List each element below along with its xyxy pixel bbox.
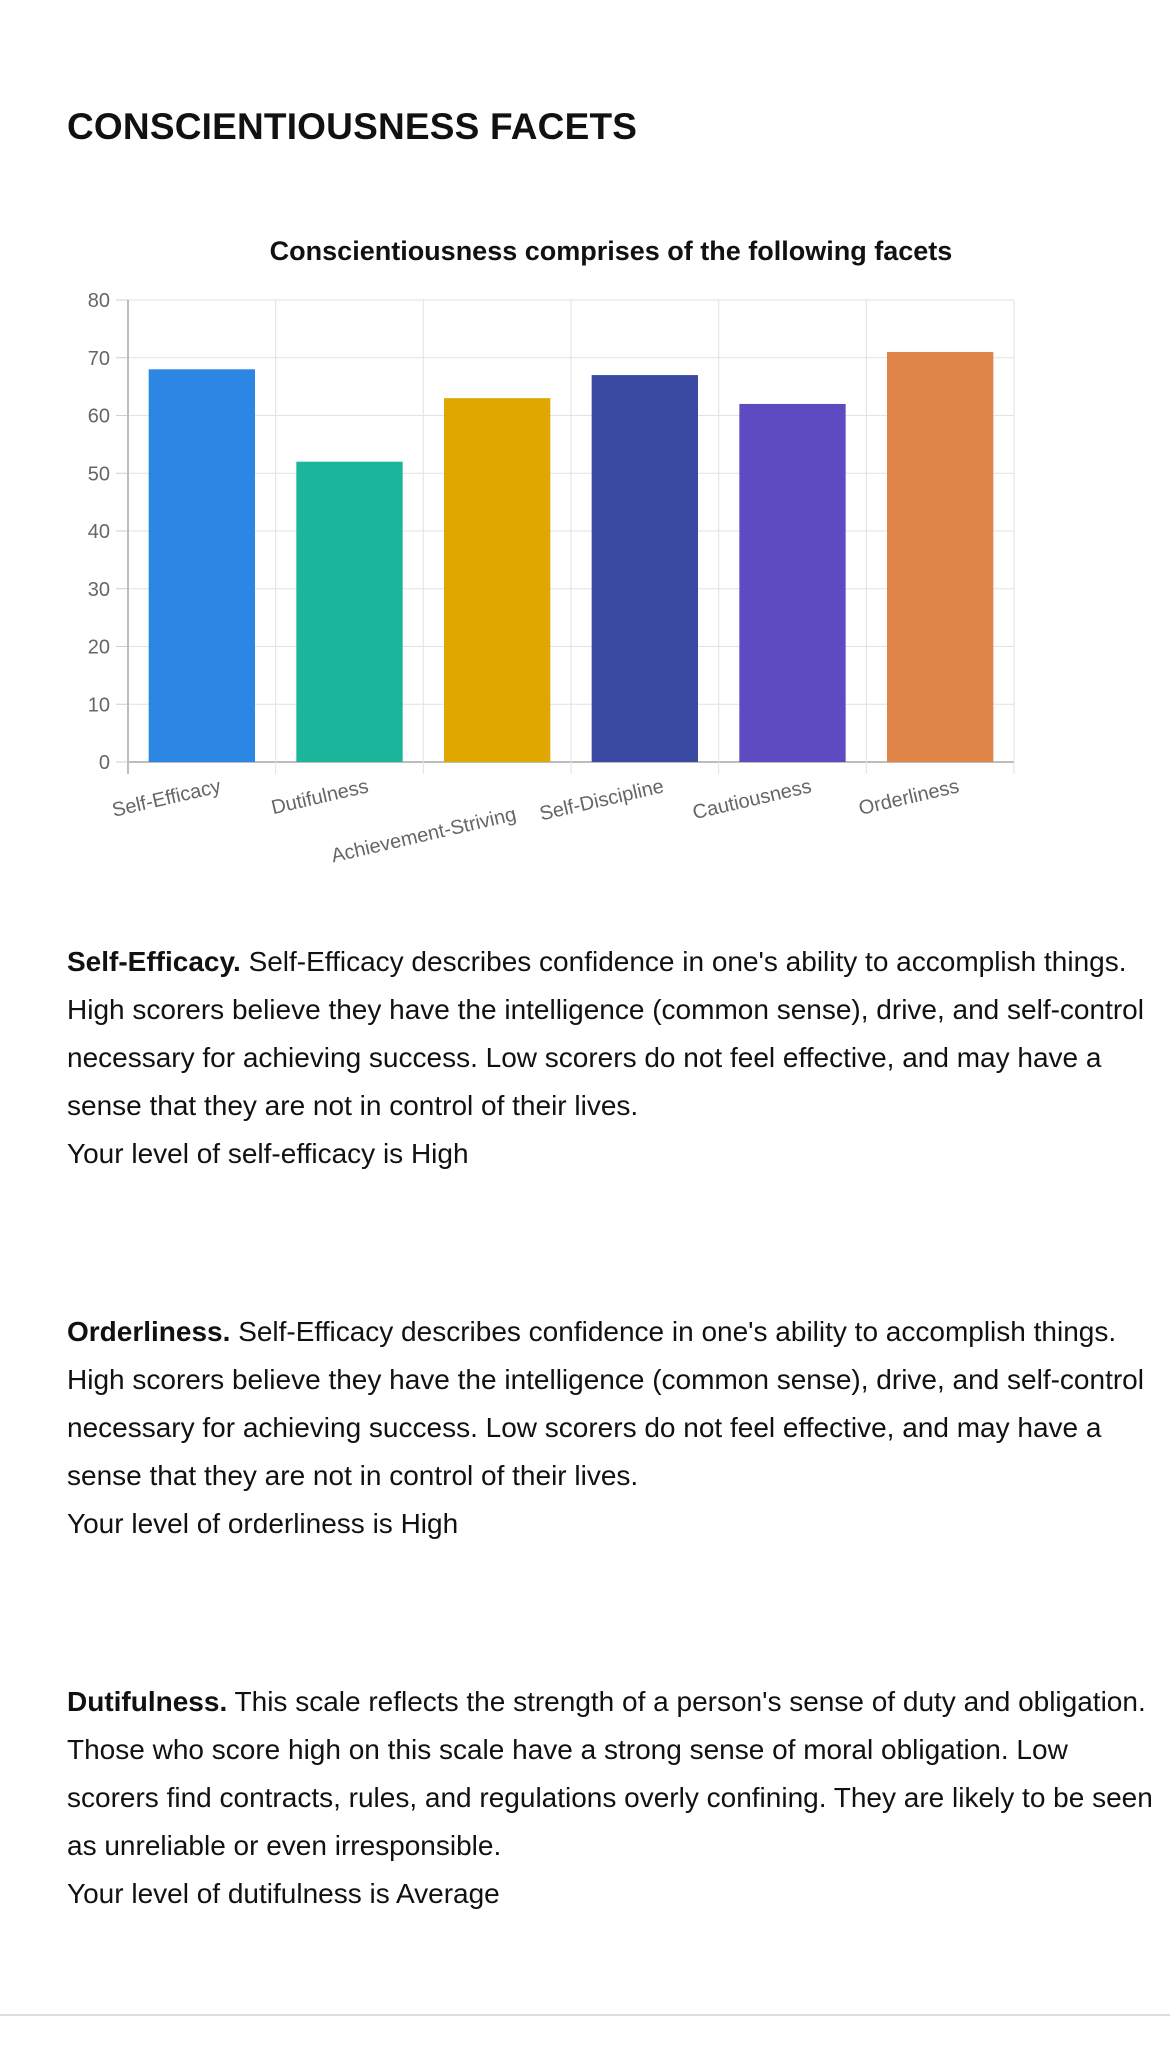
facets-bar-chart: Conscientiousness comprises of the follo… [0, 220, 1170, 880]
y-tick-label: 70 [88, 348, 110, 370]
facet-dutifulness: Dutifulness. This scale reflects the str… [67, 1678, 1157, 1918]
x-tick-label: Self-Efficacy [110, 775, 223, 821]
bar-achievement-striving [444, 398, 551, 762]
facet-description: Self-Efficacy describes confidence in on… [67, 1316, 1144, 1491]
facet-name: Dutifulness. [67, 1686, 228, 1717]
y-tick-label: 30 [88, 579, 110, 601]
facet-name: Self-Efficacy. [67, 946, 241, 977]
y-tick-label: 40 [88, 521, 110, 543]
facet-description: This scale reflects the strength of a pe… [67, 1686, 1153, 1861]
facet-description: Self-Efficacy describes confidence in on… [67, 946, 1144, 1121]
bar-cautiousness [739, 403, 846, 762]
chart-svg: Conscientiousness comprises of the follo… [88, 236, 1015, 867]
y-tick-label: 20 [88, 637, 110, 659]
page-title: CONSCIENTIOUSNESS FACETS [67, 106, 638, 147]
chart-title: Conscientiousness comprises of the follo… [270, 236, 953, 266]
x-tick-label: Dutifulness [269, 775, 370, 819]
y-tick-label: 80 [88, 290, 110, 312]
facet-self-efficacy: Self-Efficacy. Self-Efficacy describes c… [67, 938, 1157, 1178]
x-tick-label: Orderliness [857, 775, 962, 819]
bar-orderliness [887, 351, 994, 762]
facet-level: Your level of orderliness is High [67, 1508, 459, 1539]
facet-level: Your level of self-efficacy is High [67, 1138, 469, 1169]
y-tick-label: 10 [88, 694, 110, 716]
facet-name: Orderliness. [67, 1316, 231, 1347]
bar-self-discipline [591, 375, 698, 762]
y-tick-label: 50 [88, 463, 110, 485]
bar-dutifulness [296, 461, 403, 762]
x-tick-label: Cautiousness [691, 775, 814, 824]
facet-descriptions: Self-Efficacy. Self-Efficacy describes c… [67, 938, 1157, 2048]
y-tick-label: 0 [99, 752, 110, 774]
bar-self-efficacy [148, 369, 255, 762]
facet-level: Your level of dutifulness is Average [67, 1878, 500, 1909]
x-tick-label: Self-Discipline [538, 775, 666, 825]
x-tick-label: Achievement-Striving [329, 803, 518, 867]
facet-orderliness: Orderliness. Self-Efficacy describes con… [67, 1308, 1157, 1548]
bottom-divider [0, 2014, 1170, 2016]
y-tick-label: 60 [88, 406, 110, 428]
